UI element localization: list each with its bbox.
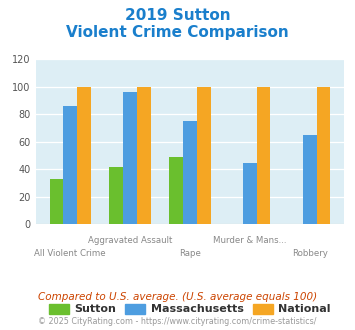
Bar <box>50 179 63 224</box>
Bar <box>183 121 197 224</box>
Text: Compared to U.S. average. (U.S. average equals 100): Compared to U.S. average. (U.S. average … <box>38 292 317 302</box>
Text: Robbery: Robbery <box>292 249 328 258</box>
Bar <box>77 87 91 224</box>
Bar <box>257 87 271 224</box>
Bar <box>169 157 183 224</box>
Text: Murder & Mans...: Murder & Mans... <box>213 236 286 245</box>
Text: © 2025 CityRating.com - https://www.cityrating.com/crime-statistics/: © 2025 CityRating.com - https://www.city… <box>38 317 317 326</box>
Bar <box>317 87 330 224</box>
Bar <box>197 87 211 224</box>
Bar <box>243 162 257 224</box>
Bar <box>137 87 151 224</box>
Text: Aggravated Assault: Aggravated Assault <box>88 236 172 245</box>
Bar <box>109 167 123 224</box>
Legend: Sutton, Massachusetts, National: Sutton, Massachusetts, National <box>45 299 335 319</box>
Text: Violent Crime Comparison: Violent Crime Comparison <box>66 25 289 40</box>
Text: Rape: Rape <box>179 249 201 258</box>
Bar <box>123 92 137 224</box>
Bar <box>303 135 317 224</box>
Bar <box>63 106 77 224</box>
Text: 2019 Sutton: 2019 Sutton <box>125 8 230 23</box>
Text: All Violent Crime: All Violent Crime <box>34 249 106 258</box>
